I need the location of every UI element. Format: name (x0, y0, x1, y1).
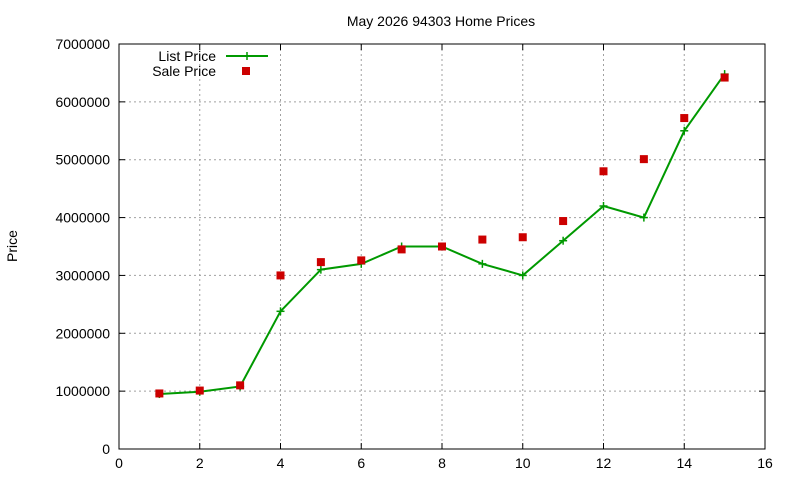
legend-sample-sale-price-marker (242, 67, 250, 75)
list-price-point (639, 213, 648, 222)
sale-price-point (720, 73, 729, 82)
sale-price-point (559, 217, 568, 226)
y-tick-label: 0 (102, 441, 110, 457)
y-tick-label: 1000000 (55, 383, 110, 399)
sale-price-point (155, 389, 164, 398)
y-tick-label: 7000000 (55, 36, 110, 52)
sale-price-point (518, 233, 527, 242)
x-tick-label: 0 (115, 455, 123, 471)
sale-price-point (357, 256, 366, 265)
x-tick-label: 14 (676, 455, 692, 471)
list-price-point (316, 265, 325, 274)
legend-sample-list-price-marker (243, 52, 251, 60)
sale-price-point (680, 114, 689, 123)
list-price-point (518, 271, 527, 280)
sale-price-point (276, 271, 285, 280)
sale-price-point (639, 155, 648, 164)
x-tick-label: 6 (357, 455, 365, 471)
sale-price-point (316, 258, 325, 267)
x-tick-label: 2 (196, 455, 204, 471)
y-tick-label: 4000000 (55, 210, 110, 226)
x-tick-label: 4 (277, 455, 285, 471)
y-tick-label: 5000000 (55, 152, 110, 168)
axis-ticks: 0 2 4 6 8 10 12 14 16 0 1000000 2000000 3000000 40000… (55, 36, 773, 471)
chart-title: May 2026 94303 Home Prices (347, 13, 535, 29)
sale-price-point (236, 381, 245, 390)
sale-price-point (478, 235, 487, 244)
y-tick-label: 2000000 (55, 325, 110, 341)
y-tick-label: 3000000 (55, 267, 110, 283)
x-tick-label: 8 (438, 455, 446, 471)
x-tick-label: 16 (757, 455, 773, 471)
y-axis-label: Price (4, 230, 20, 262)
x-tick-label: 12 (596, 455, 612, 471)
list-price-point (276, 307, 285, 316)
sale-price-point (599, 167, 608, 176)
legend-label-sale-price: Sale Price (152, 63, 216, 79)
sale-price-point (397, 245, 406, 254)
list-price-point (559, 236, 568, 245)
x-tick-label: 10 (515, 455, 531, 471)
sale-price-point (195, 386, 204, 395)
list-price-point (599, 202, 608, 210)
series-layer (155, 70, 729, 399)
list-price-point (478, 259, 487, 268)
legend-label-list-price: List Price (158, 48, 216, 64)
list-price-point (680, 126, 689, 135)
sale-price-point (438, 242, 446, 251)
legend: List Price Sale Price (152, 48, 268, 79)
y-tick-label: 6000000 (55, 94, 110, 110)
